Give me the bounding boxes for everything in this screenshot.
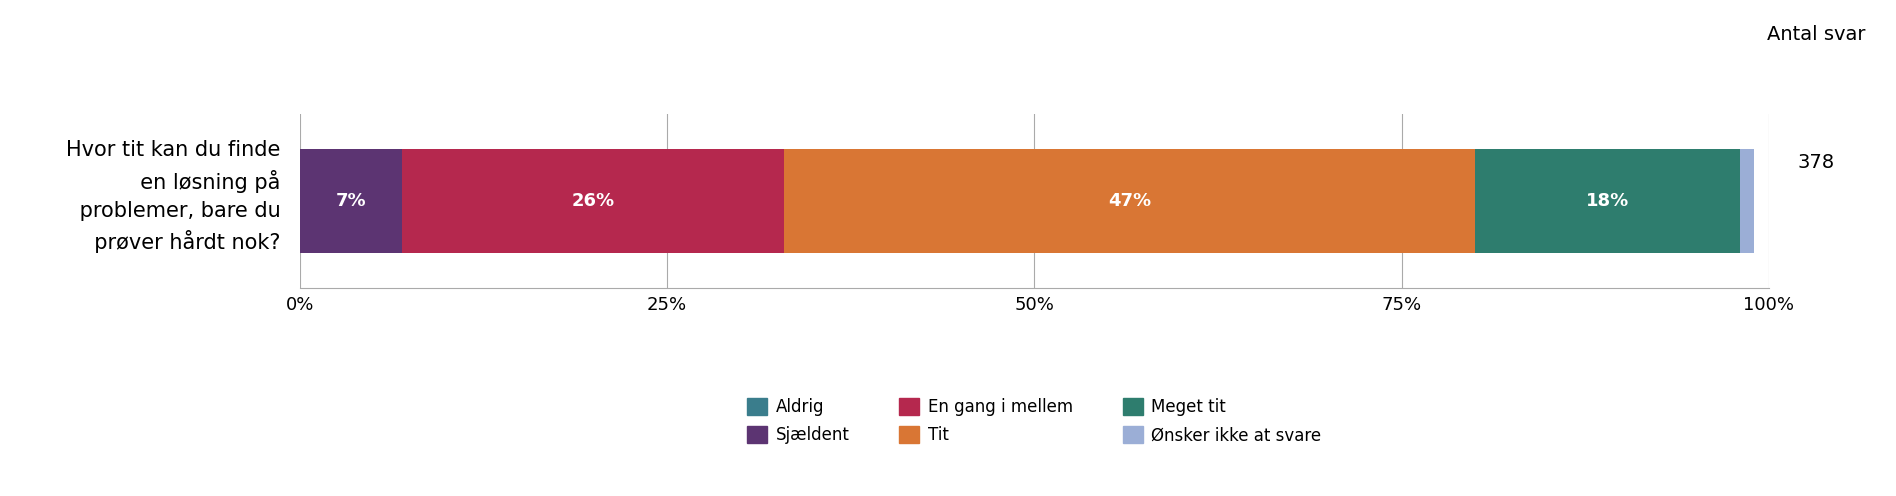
- Legend: Aldrig, Sjældent, En gang i mellem, Tit, Meget tit, Ønsker ikke at svare: Aldrig, Sjældent, En gang i mellem, Tit,…: [741, 391, 1327, 451]
- Bar: [785, 149, 1475, 253]
- Text: 7%: 7%: [336, 192, 366, 210]
- Bar: [1741, 149, 1754, 253]
- Text: 378: 378: [1797, 153, 1835, 172]
- Text: Hvor tit kan du finde
  en løsning på
 problemer, bare du
  prøver hårdt nok?: Hvor tit kan du finde en løsning på prob…: [66, 140, 281, 253]
- Bar: [402, 149, 785, 253]
- Text: 18%: 18%: [1585, 192, 1629, 210]
- Text: 47%: 47%: [1109, 192, 1151, 210]
- Text: Antal svar: Antal svar: [1767, 25, 1866, 44]
- Bar: [1475, 149, 1739, 253]
- Text: 26%: 26%: [573, 192, 614, 210]
- Bar: [300, 149, 402, 253]
